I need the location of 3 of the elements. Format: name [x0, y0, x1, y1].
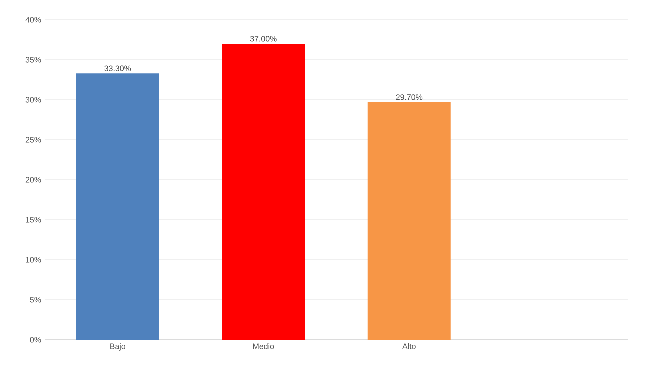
bar — [76, 74, 160, 340]
bar — [222, 44, 306, 340]
bar — [368, 102, 451, 340]
